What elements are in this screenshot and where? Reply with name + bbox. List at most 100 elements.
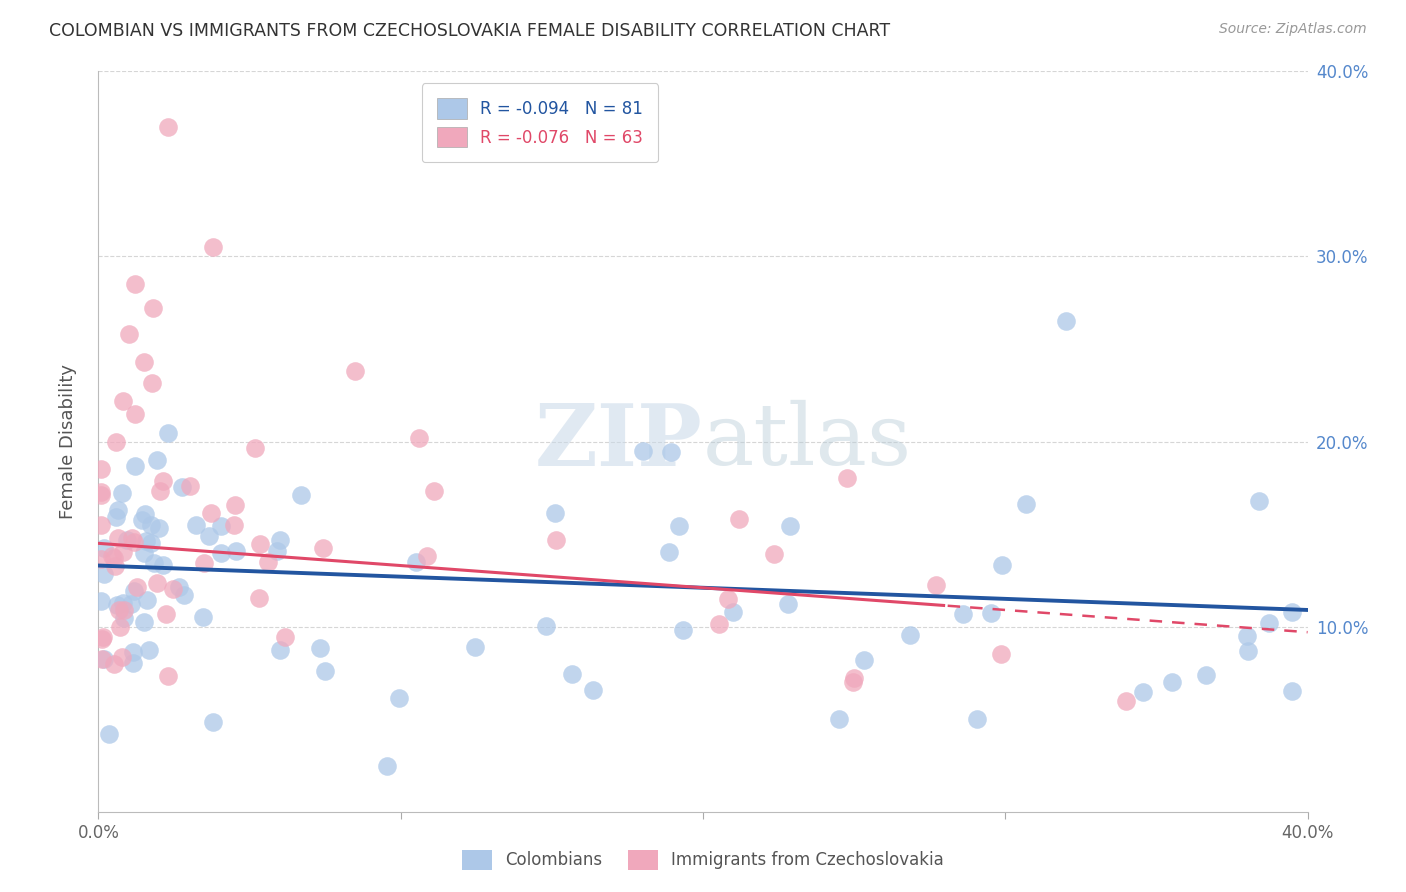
Point <box>314 665 336 679</box>
Point <box>134 507 156 521</box>
Point <box>209 546 232 560</box>
Point <box>1236 644 1258 658</box>
Point <box>778 597 800 611</box>
Point <box>124 277 146 292</box>
Point <box>266 544 288 558</box>
Text: COLOMBIAN VS IMMIGRANTS FROM CZECHOSLOVAKIA FEMALE DISABILITY CORRELATION CHART: COLOMBIAN VS IMMIGRANTS FROM CZECHOSLOVA… <box>49 22 890 40</box>
Point <box>1195 668 1218 682</box>
Point <box>423 484 446 499</box>
Y-axis label: Female Disability: Female Disability <box>59 364 77 519</box>
Point <box>152 558 174 573</box>
Point <box>344 364 367 378</box>
Point <box>146 453 169 467</box>
Point <box>1281 605 1303 619</box>
Point <box>269 643 291 657</box>
Legend: R = -0.094   N = 81, R = -0.076   N = 63: R = -0.094 N = 81, R = -0.076 N = 63 <box>422 83 658 162</box>
Point <box>156 426 179 441</box>
Point <box>211 518 233 533</box>
Point <box>127 580 149 594</box>
Point <box>132 355 155 369</box>
Point <box>121 645 143 659</box>
Point <box>90 461 112 475</box>
Point <box>122 535 145 549</box>
Point <box>668 519 690 533</box>
Point <box>142 301 165 316</box>
Point <box>980 607 1002 621</box>
Point <box>1054 314 1077 328</box>
Point <box>408 431 430 445</box>
Point <box>405 555 427 569</box>
Point <box>111 393 134 408</box>
Point <box>124 458 146 473</box>
Point <box>90 488 112 502</box>
Point <box>1132 685 1154 699</box>
Point <box>224 518 246 533</box>
Point <box>415 549 437 563</box>
Text: ZIP: ZIP <box>536 400 703 483</box>
Point <box>762 548 785 562</box>
Point <box>90 632 112 646</box>
Point <box>132 546 155 560</box>
Point <box>122 656 145 670</box>
Point <box>716 592 738 607</box>
Point <box>138 643 160 657</box>
Point <box>107 531 129 545</box>
Point <box>779 519 801 533</box>
Point <box>156 120 179 134</box>
Point <box>544 533 567 547</box>
Point <box>90 552 112 566</box>
Point <box>536 619 558 633</box>
Point <box>257 555 280 569</box>
Point <box>148 521 170 535</box>
Point <box>90 484 112 499</box>
Point <box>112 603 135 617</box>
Point <box>273 630 295 644</box>
Point <box>103 550 125 565</box>
Point <box>1281 684 1303 698</box>
Point <box>139 535 162 549</box>
Point <box>249 591 271 606</box>
Point <box>853 652 876 666</box>
Point <box>193 609 215 624</box>
Point <box>173 588 195 602</box>
Point <box>90 517 112 532</box>
Point <box>835 471 858 485</box>
Point <box>179 479 201 493</box>
Point <box>145 575 167 590</box>
Point <box>844 672 866 686</box>
Point <box>925 577 948 591</box>
Point <box>1160 675 1182 690</box>
Point <box>120 597 142 611</box>
Point <box>1236 629 1258 643</box>
Point <box>111 650 134 665</box>
Point <box>108 620 131 634</box>
Point <box>143 556 166 570</box>
Point <box>121 531 143 545</box>
Point <box>141 376 163 390</box>
Point <box>631 443 654 458</box>
Point <box>115 533 138 547</box>
Point <box>131 513 153 527</box>
Point <box>118 327 141 342</box>
Point <box>198 529 221 543</box>
Point <box>149 484 172 499</box>
Point <box>561 667 583 681</box>
Point <box>1015 497 1038 511</box>
Point <box>122 584 145 599</box>
Point <box>103 657 125 671</box>
Point <box>105 434 128 449</box>
Point <box>135 533 157 548</box>
Text: Source: ZipAtlas.com: Source: ZipAtlas.com <box>1219 22 1367 37</box>
Point <box>155 607 177 621</box>
Point <box>136 593 159 607</box>
Point <box>464 640 486 654</box>
Point <box>658 545 681 559</box>
Point <box>103 559 125 574</box>
Point <box>728 512 751 526</box>
Point <box>91 630 114 644</box>
Point <box>225 544 247 558</box>
Point <box>101 549 124 563</box>
Point <box>91 651 114 665</box>
Point <box>898 628 921 642</box>
Point <box>659 445 682 459</box>
